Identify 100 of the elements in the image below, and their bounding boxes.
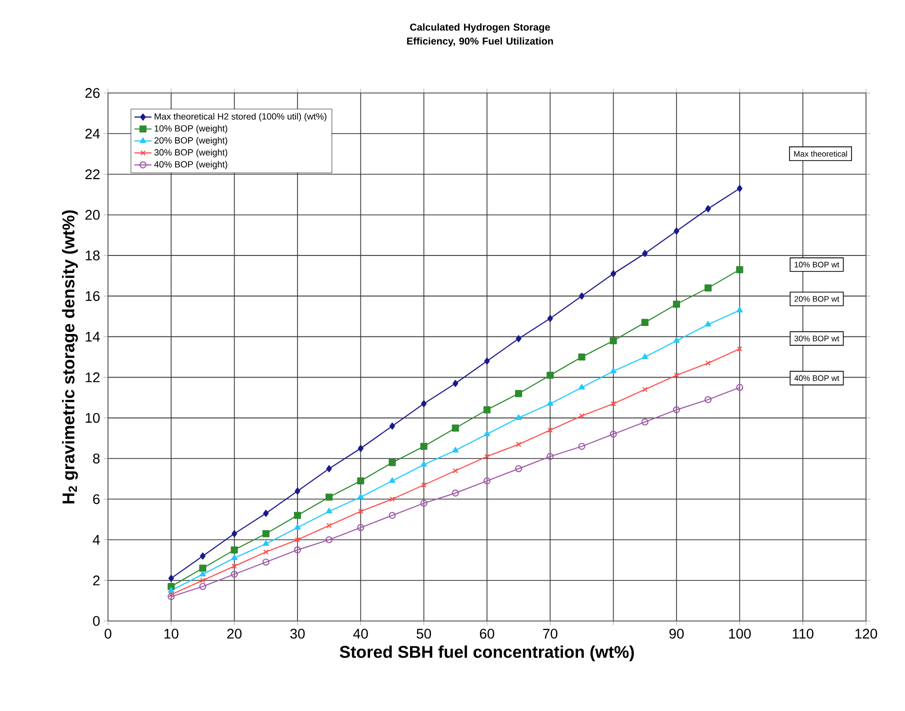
point (515, 390, 522, 398)
x-tick-label: 0 (104, 628, 112, 639)
point (736, 306, 743, 312)
point (673, 337, 680, 343)
point (390, 496, 395, 502)
point (388, 512, 396, 519)
point (452, 490, 459, 497)
point (232, 564, 237, 569)
point (672, 406, 680, 414)
point (547, 400, 554, 406)
point (704, 320, 712, 327)
point (641, 418, 648, 426)
point (610, 430, 617, 438)
x-tick-label: 50 (416, 628, 432, 639)
y-tick-label: 20 (85, 210, 100, 220)
point (294, 546, 302, 554)
x-tick-label: 120 (855, 628, 878, 639)
point (578, 442, 586, 450)
point (672, 300, 680, 308)
x-tick-label: 90 (669, 628, 684, 639)
point (484, 454, 490, 460)
y-tick-label: 14 (86, 332, 100, 342)
point (610, 401, 616, 406)
point (515, 414, 522, 420)
point (389, 422, 396, 430)
point (484, 430, 490, 436)
point (200, 552, 206, 560)
point (199, 564, 206, 572)
chart-title: Calculated Hydrogen Storage Efficiency, 90% Fuel Utilization (407, 23, 553, 47)
point (231, 554, 238, 560)
x-tick-label: 20 (227, 628, 242, 639)
point (262, 540, 270, 546)
point (326, 508, 332, 514)
point (705, 205, 711, 212)
point (610, 368, 616, 374)
point (610, 337, 617, 344)
point (358, 494, 364, 500)
point (420, 461, 427, 467)
x-tick-label: 60 (480, 628, 494, 639)
point (262, 530, 270, 538)
point (230, 570, 238, 578)
point (704, 284, 712, 292)
x-tick-label: 40 (353, 628, 368, 639)
point (452, 424, 459, 432)
point (642, 386, 648, 392)
y-tick-label: 24 (85, 128, 100, 138)
point (483, 477, 491, 484)
point (546, 372, 554, 379)
y-tick-label: 10 (86, 412, 100, 423)
point (420, 500, 428, 507)
point (547, 314, 553, 322)
point (357, 477, 364, 484)
point (294, 524, 301, 530)
point (421, 400, 427, 408)
point (294, 487, 300, 495)
point (484, 358, 490, 365)
point (704, 396, 712, 404)
point (294, 537, 300, 542)
point (389, 477, 396, 483)
point (610, 270, 616, 278)
point (232, 530, 238, 538)
x-tick-label: 100 (729, 628, 751, 639)
y-axis-title: H$_{2}$ gravimetric storage density (wt%) (62, 210, 78, 504)
point (705, 360, 711, 366)
point (483, 406, 491, 414)
y-tick-label: 18 (86, 250, 100, 260)
point (199, 582, 206, 590)
point (516, 442, 522, 447)
y-tick-label: 12 (86, 372, 100, 382)
point (358, 444, 364, 452)
y-tick-label: 8 (93, 454, 100, 464)
point (420, 442, 428, 450)
point (168, 574, 174, 582)
point (262, 558, 270, 566)
point (516, 335, 522, 342)
point (548, 427, 553, 433)
point (641, 318, 648, 326)
point (452, 380, 458, 387)
point (579, 413, 584, 419)
point (326, 465, 332, 472)
legend-label: 20% BOP (weight) (154, 136, 228, 146)
legend-label: Max theoretical H2 stored (100% util) (wt%) (154, 113, 326, 122)
point (358, 508, 364, 514)
point (452, 446, 459, 452)
point (263, 510, 269, 517)
y-tick-label: 16 (86, 291, 100, 302)
point (452, 468, 458, 474)
x-tick-label: 10 (164, 628, 178, 639)
point (674, 228, 680, 235)
point (263, 549, 269, 555)
point (674, 372, 680, 378)
y-tick-label: 0 (93, 616, 100, 626)
point (736, 184, 742, 192)
x-tick-label: 30 (290, 628, 305, 639)
point (736, 266, 744, 274)
point (200, 570, 206, 576)
legend-label: 10% BOP (weight) (154, 124, 228, 134)
point (578, 384, 585, 390)
x-tick-label: 70 (543, 628, 558, 639)
point (357, 524, 364, 532)
